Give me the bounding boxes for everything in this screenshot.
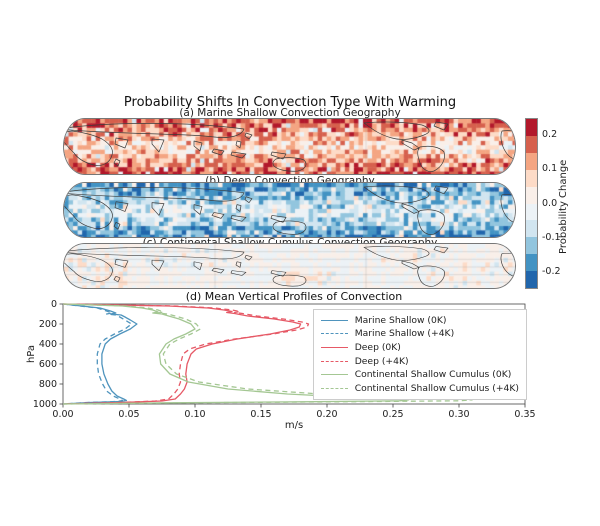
legend-label: Marine Shallow (0K)	[354, 314, 447, 326]
x-tick-label: 0.20	[316, 409, 337, 420]
coastline-overlay-a	[64, 121, 515, 172]
map-panel-c	[63, 243, 516, 289]
colorbar-segment	[526, 169, 537, 187]
y-tick-label: 0	[51, 299, 57, 310]
x-tick-label: 0.15	[250, 409, 271, 420]
coastline-overlay-c	[64, 246, 515, 287]
y-tick-label: 400	[39, 339, 57, 350]
x-tick-label: 0.35	[514, 409, 535, 420]
coastline-overlay-b	[64, 185, 515, 235]
legend-line-sample	[320, 346, 348, 348]
map-panel-b	[63, 182, 516, 238]
colorbar-tick-label: 0.1	[542, 163, 558, 175]
colorbar-segment	[526, 220, 537, 238]
x-tick-label: 0.25	[382, 409, 403, 420]
colorbar-segment	[526, 152, 537, 170]
profile-line	[62, 303, 302, 405]
legend-item: Continental Shallow Cumulus (0K)	[320, 368, 519, 381]
x-tick-label: 0.30	[448, 409, 469, 420]
y-tick-label: 800	[39, 379, 57, 390]
profile-panel: (d) Mean Vertical Profiles of Convection…	[0, 290, 600, 432]
legend-line-sample	[320, 374, 348, 376]
y-axis-label: hPa	[26, 345, 37, 363]
y-tick-label: 1000	[33, 399, 57, 410]
x-tick-label: 0.00	[52, 409, 73, 420]
legend-label: Continental Shallow Cumulus (0K)	[354, 369, 512, 381]
colorbar-segment	[526, 237, 537, 255]
profile-title: (d) Mean Vertical Profiles of Convection	[186, 292, 403, 303]
legend-item: Deep (0K)	[320, 341, 519, 354]
profile-line	[62, 303, 473, 405]
legend-line-sample	[320, 360, 348, 362]
colorbar-segment	[526, 254, 537, 272]
colorbar-segment	[526, 271, 537, 289]
colorbar-segment	[526, 203, 537, 221]
profile-chart-svg: (d) Mean Vertical Profiles of Convection…	[26, 290, 536, 431]
legend-label: Deep (0K)	[354, 341, 401, 353]
x-tick-label: 0.05	[118, 409, 139, 420]
legend-item: Marine Shallow (+4K)	[320, 328, 519, 341]
legend-label: Continental Shallow Cumulus (+4K)	[354, 382, 519, 394]
legend-item: Marine Shallow (0K)	[320, 314, 519, 327]
legend-label: Deep (+4K)	[354, 355, 409, 367]
profile-line	[62, 303, 138, 405]
legend-line-sample	[320, 333, 348, 335]
colorbar-segment	[526, 186, 537, 204]
profile-legend: Marine Shallow (0K) Marine Shallow (+4K) D…	[312, 309, 527, 400]
legend-item: Deep (+4K)	[320, 355, 519, 368]
profile-line	[62, 303, 133, 405]
y-tick-label: 600	[39, 359, 57, 370]
legend-line-sample	[320, 319, 348, 321]
colorbar	[525, 118, 538, 289]
y-tick-label: 200	[39, 319, 57, 330]
colorbar-label: Probability Change	[558, 159, 569, 255]
legend-label: Marine Shallow (+4K)	[354, 328, 455, 340]
legend-line-sample	[320, 387, 348, 389]
colorbar-tick-label: 0.2	[542, 129, 558, 141]
colorbar-segment	[526, 119, 537, 136]
colorbar-tick-label: 0.0	[542, 197, 558, 209]
profile-line	[62, 303, 310, 405]
figure-title: Probability Shifts In Convection Type Wi…	[123, 95, 457, 110]
x-tick-label: 0.10	[184, 409, 205, 420]
map-panel-a	[63, 118, 516, 175]
legend-item: Continental Shallow Cumulus (+4K)	[320, 382, 519, 395]
x-axis-label: m/s	[285, 420, 303, 431]
panel-a-title: (a) Marine Shallow Convection Geography	[179, 107, 401, 119]
colorbar-segment	[526, 135, 537, 153]
